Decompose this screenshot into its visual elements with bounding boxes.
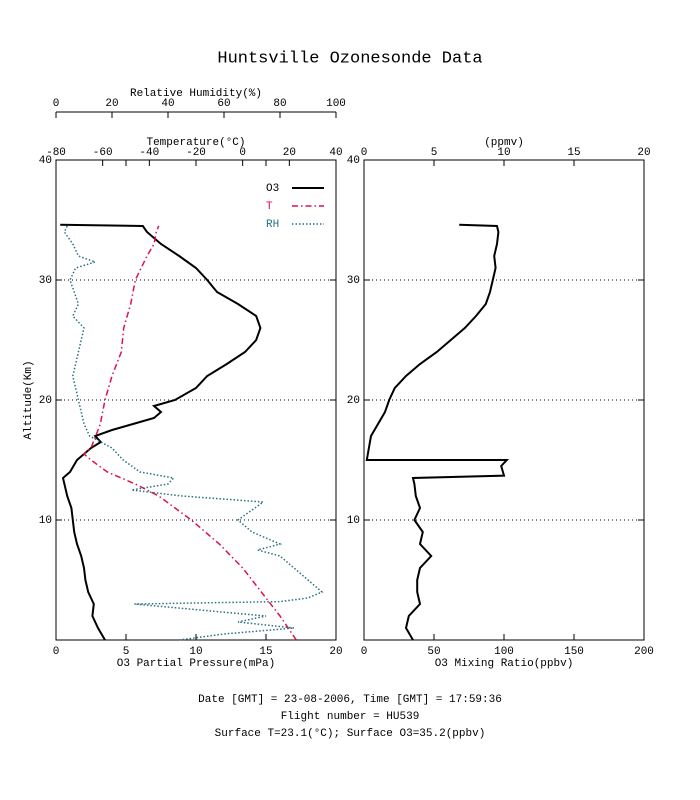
x2-tick-label: -60 [93, 147, 113, 159]
footer-line: Surface T=23.1(°C); Surface O3=35.2(ppbv… [215, 728, 486, 740]
x-tick-label: 20 [329, 646, 342, 658]
y-tick-label: 10 [347, 515, 360, 527]
y-tick-label: 20 [39, 395, 52, 407]
x2-tick-label: 0 [361, 147, 368, 159]
x2-tick-label: -20 [186, 147, 206, 159]
y-tick-label: 40 [39, 155, 52, 167]
y-tick-label: 30 [39, 275, 52, 287]
series-line [365, 223, 510, 641]
x-axis-label: O3 Mixing Ratio(ppbv) [435, 658, 574, 670]
x3-tick-label: 20 [105, 98, 118, 110]
x-tick-label: 0 [53, 646, 60, 658]
x2-tick-label: -40 [139, 147, 159, 159]
x-tick-label: 100 [494, 646, 514, 658]
x2-tick-label: 15 [567, 147, 580, 159]
legend-label: T [266, 201, 273, 213]
x-axis-label: O3 Partial Pressure(mPa) [117, 658, 275, 670]
x2-axis-label: (ppmv) [484, 137, 524, 149]
x3-tick-label: 40 [161, 98, 174, 110]
x3-tick-label: 100 [326, 98, 346, 110]
x2-tick-label: 20 [283, 147, 296, 159]
x2-tick-label: 10 [497, 147, 510, 159]
series-line [63, 225, 324, 641]
y-tick-label: 30 [347, 275, 360, 287]
chart-title: Huntsville Ozonesonde Data [217, 49, 482, 68]
x-tick-label: 5 [123, 646, 130, 658]
x2-tick-label: 40 [329, 147, 342, 159]
footer-line: Date [GMT] = 23-08-2006, Time [GMT] = 17… [198, 694, 502, 706]
x3-tick-label: 0 [53, 98, 60, 110]
x3-tick-label: 60 [217, 98, 230, 110]
x-tick-label: 50 [427, 646, 440, 658]
y-tick-label: 20 [347, 395, 360, 407]
legend-label: RH [266, 219, 279, 231]
x-tick-label: 150 [564, 646, 584, 658]
x2-tick-label: -80 [46, 147, 66, 159]
x2-tick-label: 0 [239, 147, 246, 159]
y-tick-label: 10 [39, 515, 52, 527]
x-tick-label: 10 [189, 646, 202, 658]
series-line [60, 223, 262, 641]
y-axis-label: Altitude(Km) [23, 360, 35, 439]
x2-axis-label: Temperature(°C) [146, 137, 245, 149]
x3-axis-label: Relative Humidity(%) [130, 88, 262, 100]
x-tick-label: 0 [361, 646, 368, 658]
x2-tick-label: 20 [637, 147, 650, 159]
x2-tick-label: 5 [431, 147, 438, 159]
x-tick-label: 15 [259, 646, 272, 658]
footer-line: Flight number = HU539 [281, 711, 420, 723]
series-line [82, 225, 297, 641]
legend-label: O3 [266, 183, 279, 195]
y-tick-label: 40 [347, 155, 360, 167]
x-tick-label: 200 [634, 646, 654, 658]
x3-tick-label: 80 [273, 98, 286, 110]
